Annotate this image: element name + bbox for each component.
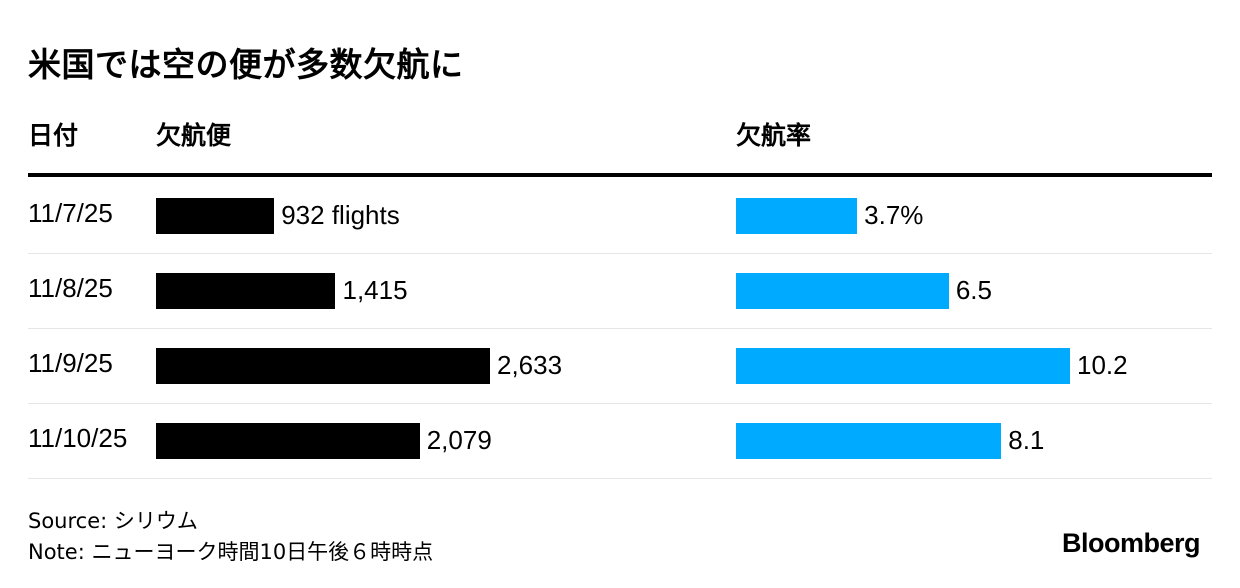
date-label: 11/7/25 [28,198,113,228]
rate-value-label: 8.1 [1008,425,1045,455]
column-header-flights: 欠航便 [156,121,232,150]
rate-bar [736,273,949,309]
table-row: 11/10/25 2,079 8.1 [28,403,1212,479]
row-divider [28,403,1212,404]
time-note: Note: ニューヨーク時間10日午後６時時点 [28,540,434,564]
flights-value-label: 932 flights [281,200,400,230]
table-row: 11/7/25 932 flights 3.7% [28,178,1212,254]
rate-value-label: 6.5 [955,275,992,305]
chart-title: 米国では空の便が多数欠航に [28,45,464,84]
date-label: 11/9/25 [28,348,113,378]
column-header-date: 日付 [28,121,79,150]
column-header-rate: 欠航率 [736,121,812,150]
flights-bar [156,348,490,384]
flights-value-label: 2,633 [497,350,563,380]
rate-bar [736,348,1070,384]
flights-bar [156,273,336,309]
flights-bar [156,198,275,234]
flights-bar [156,423,420,459]
table-row: 11/9/25 2,633 10.2 [28,328,1212,404]
row-divider [28,328,1212,329]
row-divider [28,478,1212,479]
flights-value-label: 1,415 [342,275,408,305]
rate-value-label: 3.7% [864,200,924,230]
date-label: 11/10/25 [28,423,128,453]
bloomberg-logo: Bloomberg [1061,528,1201,558]
flights-value-label: 2,079 [426,425,492,455]
rate-bar [736,198,858,234]
source-note: Source: シリウム [28,509,198,533]
date-label: 11/8/25 [28,273,113,303]
row-divider [28,253,1212,254]
rate-value-label: 10.2 [1077,350,1128,380]
rate-bar [736,423,1002,459]
header-divider [28,173,1212,177]
table-row: 11/8/25 1,415 6.5 [28,253,1212,329]
